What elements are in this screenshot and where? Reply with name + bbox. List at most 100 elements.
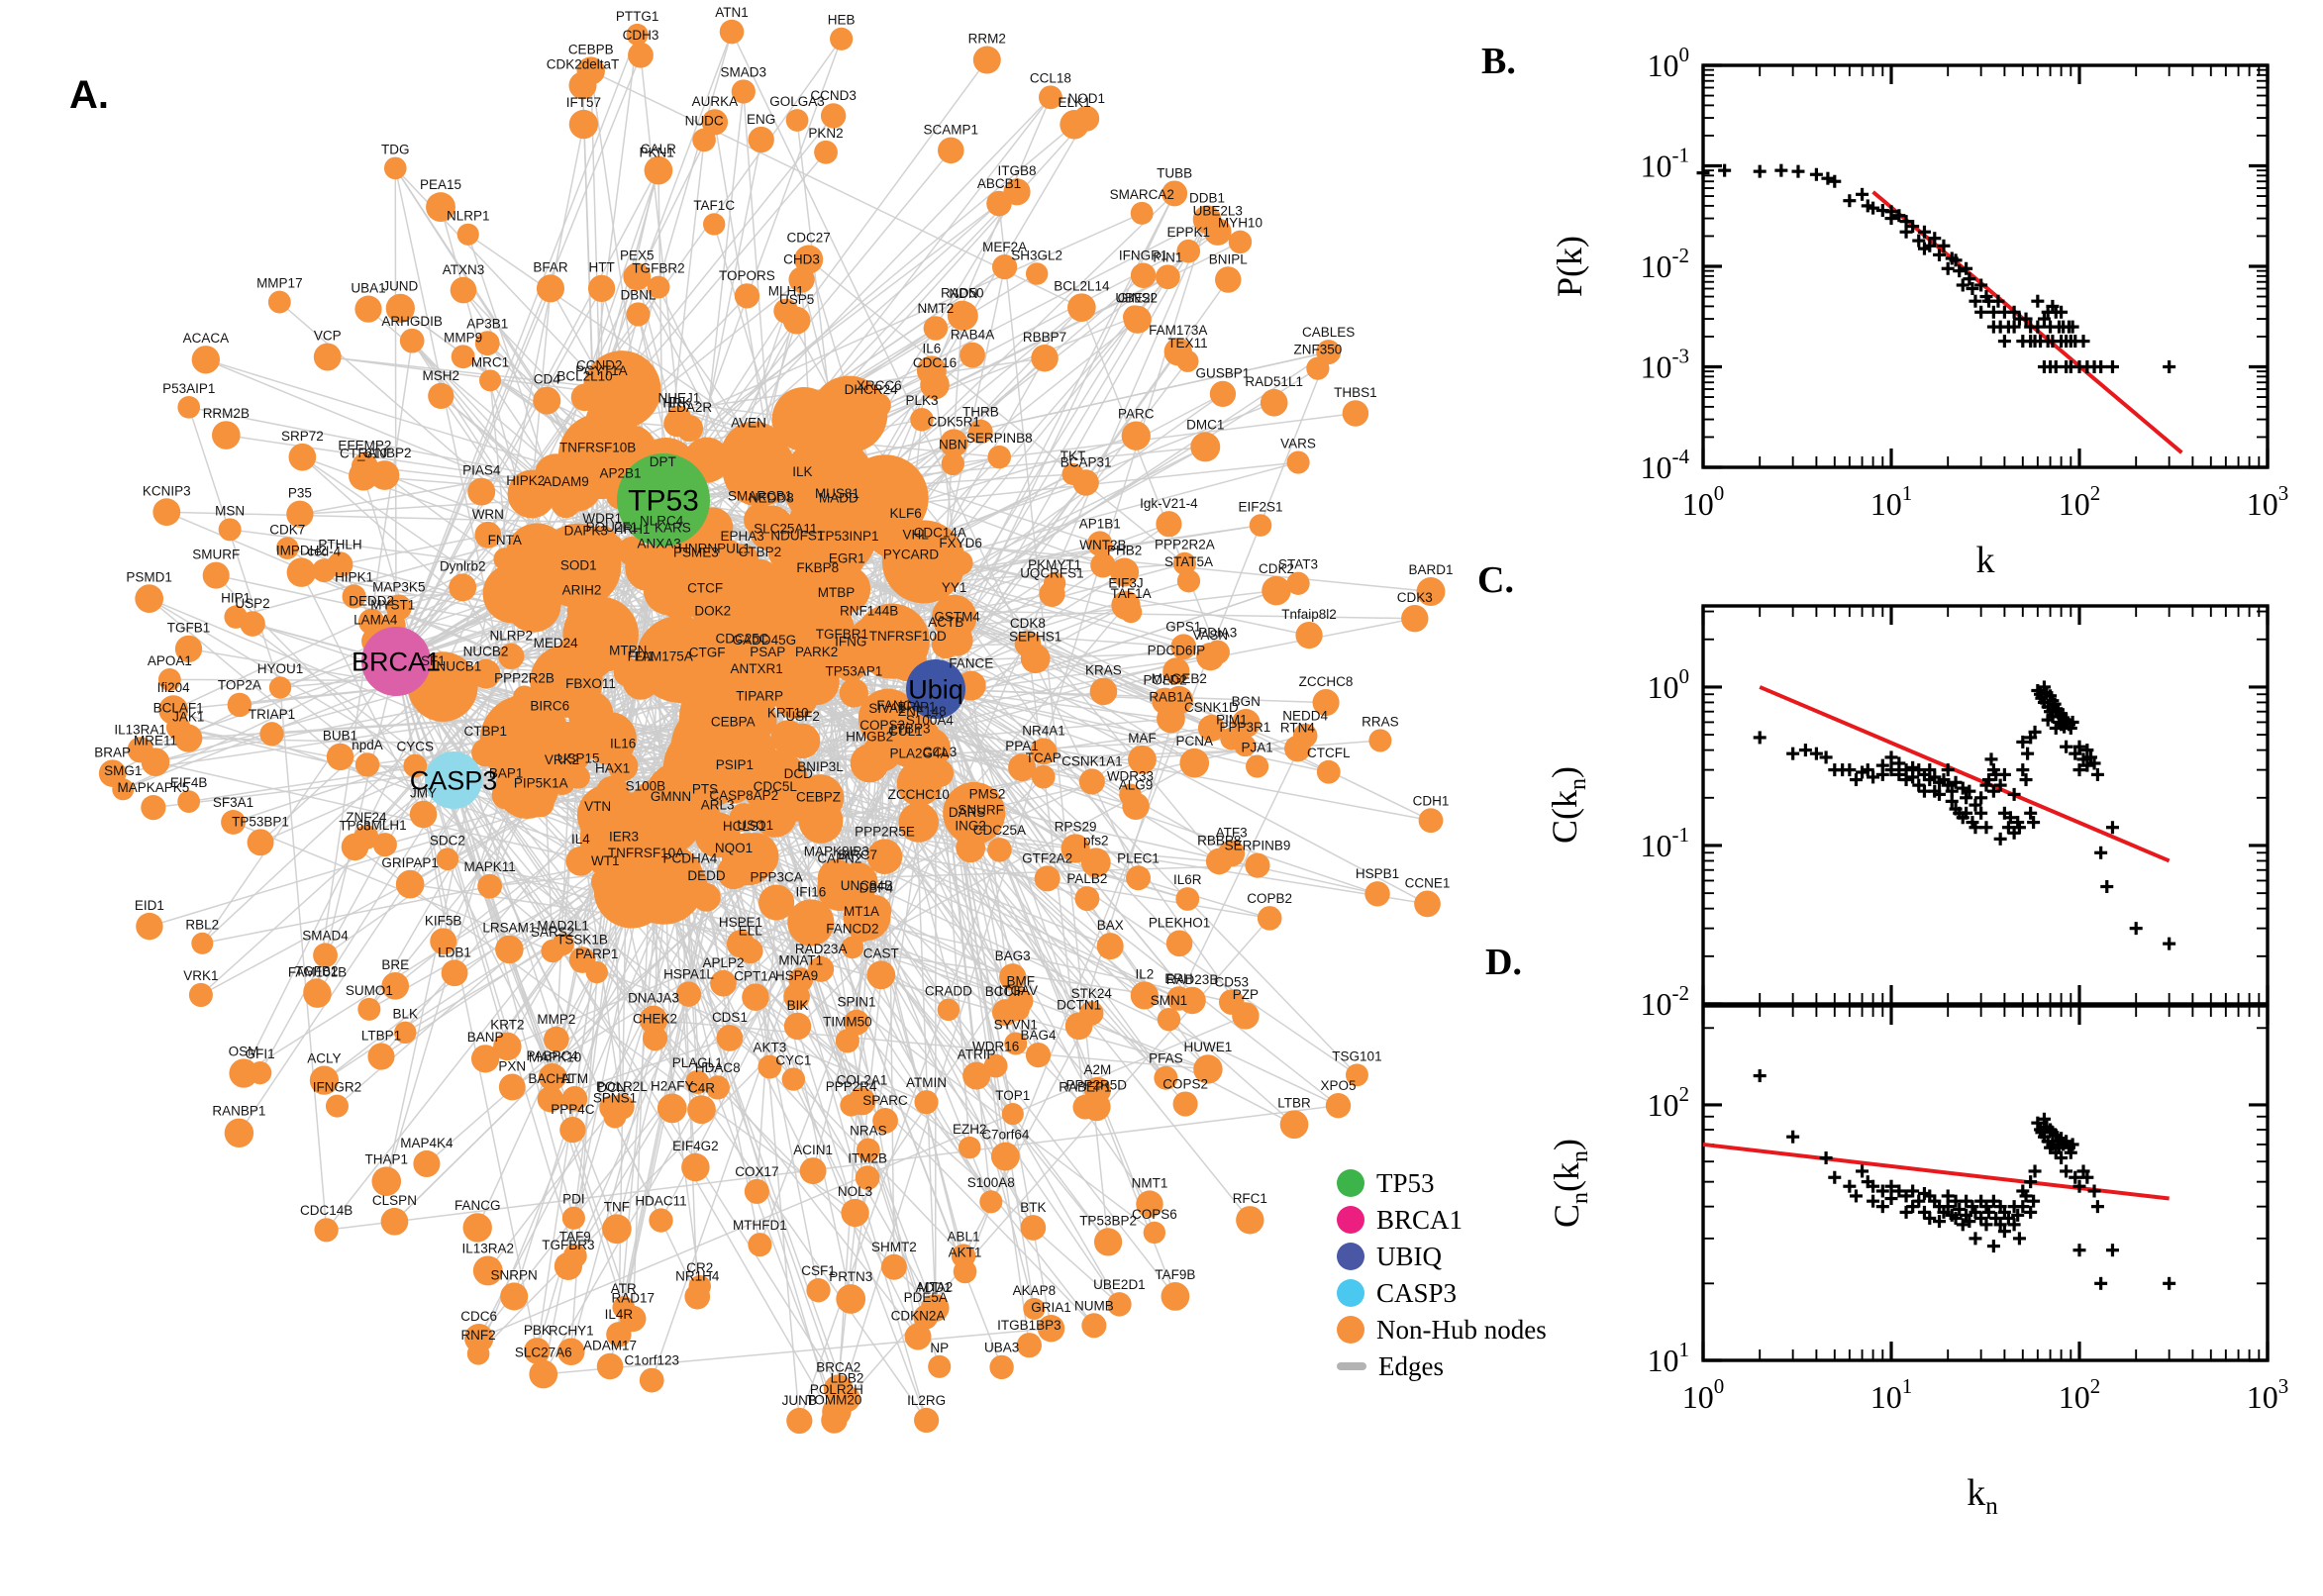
svg-text:MTPN: MTPN bbox=[609, 643, 647, 657]
svg-text:SNRPN: SNRPN bbox=[491, 1267, 538, 1282]
panel-a-label: A. bbox=[69, 73, 109, 117]
svg-text:ITM2B: ITM2B bbox=[848, 1150, 887, 1165]
svg-text:ZCCHC10: ZCCHC10 bbox=[888, 787, 950, 802]
tick-label-10e1: 101 bbox=[1648, 1338, 1690, 1378]
svg-text:ACLY: ACLY bbox=[307, 1050, 341, 1065]
svg-text:DOK2: DOK2 bbox=[694, 603, 731, 618]
svg-text:JMY: JMY bbox=[410, 786, 437, 801]
svg-text:NLRP1: NLRP1 bbox=[447, 209, 490, 224]
svg-text:NDUFS1: NDUFS1 bbox=[770, 529, 824, 544]
svg-text:USF2: USF2 bbox=[785, 709, 820, 724]
svg-text:HSPA9: HSPA9 bbox=[775, 968, 818, 983]
svg-text:P53AIP1: P53AIP1 bbox=[162, 381, 215, 396]
svg-text:HSPE1: HSPE1 bbox=[719, 915, 762, 930]
svg-text:COX17: COX17 bbox=[735, 1164, 778, 1179]
svg-text:AP1B1: AP1B1 bbox=[1079, 516, 1121, 531]
svg-text:UBA1: UBA1 bbox=[351, 281, 385, 296]
svg-text:GADD45G: GADD45G bbox=[733, 633, 797, 648]
svg-text:MLH1: MLH1 bbox=[768, 284, 804, 299]
network-nodes bbox=[98, 19, 1446, 1435]
svg-text:IL6R: IL6R bbox=[1173, 872, 1202, 887]
svg-text:MTBP: MTBP bbox=[818, 585, 856, 600]
svg-text:MSN: MSN bbox=[215, 503, 245, 518]
svg-text:PCDHA4: PCDHA4 bbox=[662, 850, 717, 865]
svg-text:NBN: NBN bbox=[939, 438, 967, 452]
svg-text:DNAJA3: DNAJA3 bbox=[628, 991, 679, 1006]
svg-text:BFAR: BFAR bbox=[533, 259, 568, 274]
svg-text:PTS: PTS bbox=[692, 782, 718, 797]
svg-text:RRM2: RRM2 bbox=[968, 32, 1006, 47]
svg-text:ZCCHC8: ZCCHC8 bbox=[1299, 674, 1354, 689]
svg-text:AVEN: AVEN bbox=[731, 415, 766, 430]
svg-text:MTA2: MTA2 bbox=[918, 1279, 953, 1294]
svg-text:THBS1: THBS1 bbox=[1334, 385, 1377, 400]
svg-text:COPS6: COPS6 bbox=[1132, 1207, 1177, 1222]
legend-item-casp3: CASP3 bbox=[1337, 1278, 1547, 1308]
svg-text:PARP1: PARP1 bbox=[575, 947, 618, 961]
svg-text:PLA2G4A: PLA2G4A bbox=[890, 746, 950, 760]
svg-text:ATRIP: ATRIP bbox=[958, 1047, 996, 1062]
svg-text:MAPK8IP3: MAPK8IP3 bbox=[804, 845, 869, 859]
svg-text:DCN: DCN bbox=[597, 1080, 626, 1095]
axis-ticks bbox=[1701, 606, 2270, 1006]
svg-text:KARS: KARS bbox=[655, 520, 691, 535]
svg-text:SLC25A11: SLC25A11 bbox=[754, 521, 817, 536]
svg-text:EFEMP2: EFEMP2 bbox=[338, 439, 391, 453]
svg-text:MUS81: MUS81 bbox=[815, 486, 859, 501]
svg-text:BCCIP: BCCIP bbox=[985, 984, 1026, 999]
svg-text:MMP2: MMP2 bbox=[537, 1012, 575, 1027]
svg-text:PARC: PARC bbox=[1118, 407, 1155, 422]
svg-text:SMAD3: SMAD3 bbox=[721, 64, 767, 79]
fit-line-B bbox=[1871, 190, 2183, 454]
plot-frame bbox=[1701, 63, 2270, 469]
legend-label: UBIQ bbox=[1376, 1241, 1442, 1271]
svg-text:UNC84B: UNC84B bbox=[841, 878, 893, 893]
svg-text:ADAM9: ADAM9 bbox=[543, 474, 589, 489]
svg-text:MNAT1: MNAT1 bbox=[778, 952, 823, 967]
svg-text:PPP2R5E: PPP2R5E bbox=[855, 824, 915, 839]
svg-text:PDI: PDI bbox=[562, 1192, 585, 1207]
svg-text:IL2RG: IL2RG bbox=[907, 1393, 946, 1408]
svg-text:NEDD8: NEDD8 bbox=[749, 490, 794, 505]
svg-text:IER3: IER3 bbox=[609, 830, 639, 845]
svg-text:BCLAF1: BCLAF1 bbox=[153, 701, 204, 716]
svg-text:PKMYT1: PKMYT1 bbox=[1028, 557, 1081, 572]
svg-text:DCD: DCD bbox=[784, 766, 813, 781]
svg-text:ENG: ENG bbox=[747, 112, 775, 127]
svg-text:PXN: PXN bbox=[498, 1059, 526, 1074]
svg-text:ATXN3: ATXN3 bbox=[443, 262, 485, 277]
svg-text:ZNF148: ZNF148 bbox=[898, 704, 947, 719]
svg-text:RANBP1: RANBP1 bbox=[212, 1104, 265, 1119]
svg-text:IL13RA2: IL13RA2 bbox=[461, 1241, 514, 1255]
legend-edge-icon bbox=[1337, 1362, 1366, 1370]
svg-text:GINS2: GINS2 bbox=[1118, 291, 1159, 306]
legend-dot-icon bbox=[1337, 1316, 1364, 1344]
svg-text:GOLGA3: GOLGA3 bbox=[769, 94, 825, 109]
svg-text:BUB1: BUB1 bbox=[323, 729, 357, 744]
svg-text:SPNS1: SPNS1 bbox=[593, 1091, 637, 1106]
svg-text:S100B: S100B bbox=[626, 779, 666, 794]
svg-text:BANP: BANP bbox=[467, 1030, 504, 1045]
svg-text:HTT: HTT bbox=[588, 260, 614, 275]
svg-text:CDK8: CDK8 bbox=[1010, 616, 1046, 631]
svg-text:IL16: IL16 bbox=[610, 737, 636, 751]
svg-text:UBE2L3: UBE2L3 bbox=[1193, 203, 1243, 218]
svg-text:CCND3: CCND3 bbox=[810, 88, 857, 103]
svg-text:SIVA1: SIVA1 bbox=[868, 701, 905, 716]
svg-text:CYC1: CYC1 bbox=[775, 1052, 811, 1067]
panel-b-label: B. bbox=[1481, 41, 1516, 82]
svg-text:PJA1: PJA1 bbox=[1241, 740, 1272, 754]
svg-text:RRM2B: RRM2B bbox=[203, 406, 250, 421]
svg-text:PSME3: PSME3 bbox=[673, 546, 719, 560]
svg-text:ERH: ERH bbox=[1164, 971, 1193, 986]
svg-text:RBL2: RBL2 bbox=[185, 918, 219, 933]
svg-text:SF1: SF1 bbox=[421, 653, 446, 668]
svg-text:SMARCA2: SMARCA2 bbox=[1110, 187, 1174, 202]
svg-text:CRADD: CRADD bbox=[925, 984, 972, 999]
svg-text:VARS: VARS bbox=[1280, 436, 1316, 450]
svg-text:USO1: USO1 bbox=[737, 818, 773, 833]
svg-text:RABEP1: RABEP1 bbox=[1059, 1080, 1111, 1095]
svg-text:SERPINB8: SERPINB8 bbox=[966, 431, 1033, 446]
legend-item-ubiq: UBIQ bbox=[1337, 1242, 1547, 1271]
svg-text:COPS2: COPS2 bbox=[1162, 1076, 1208, 1091]
